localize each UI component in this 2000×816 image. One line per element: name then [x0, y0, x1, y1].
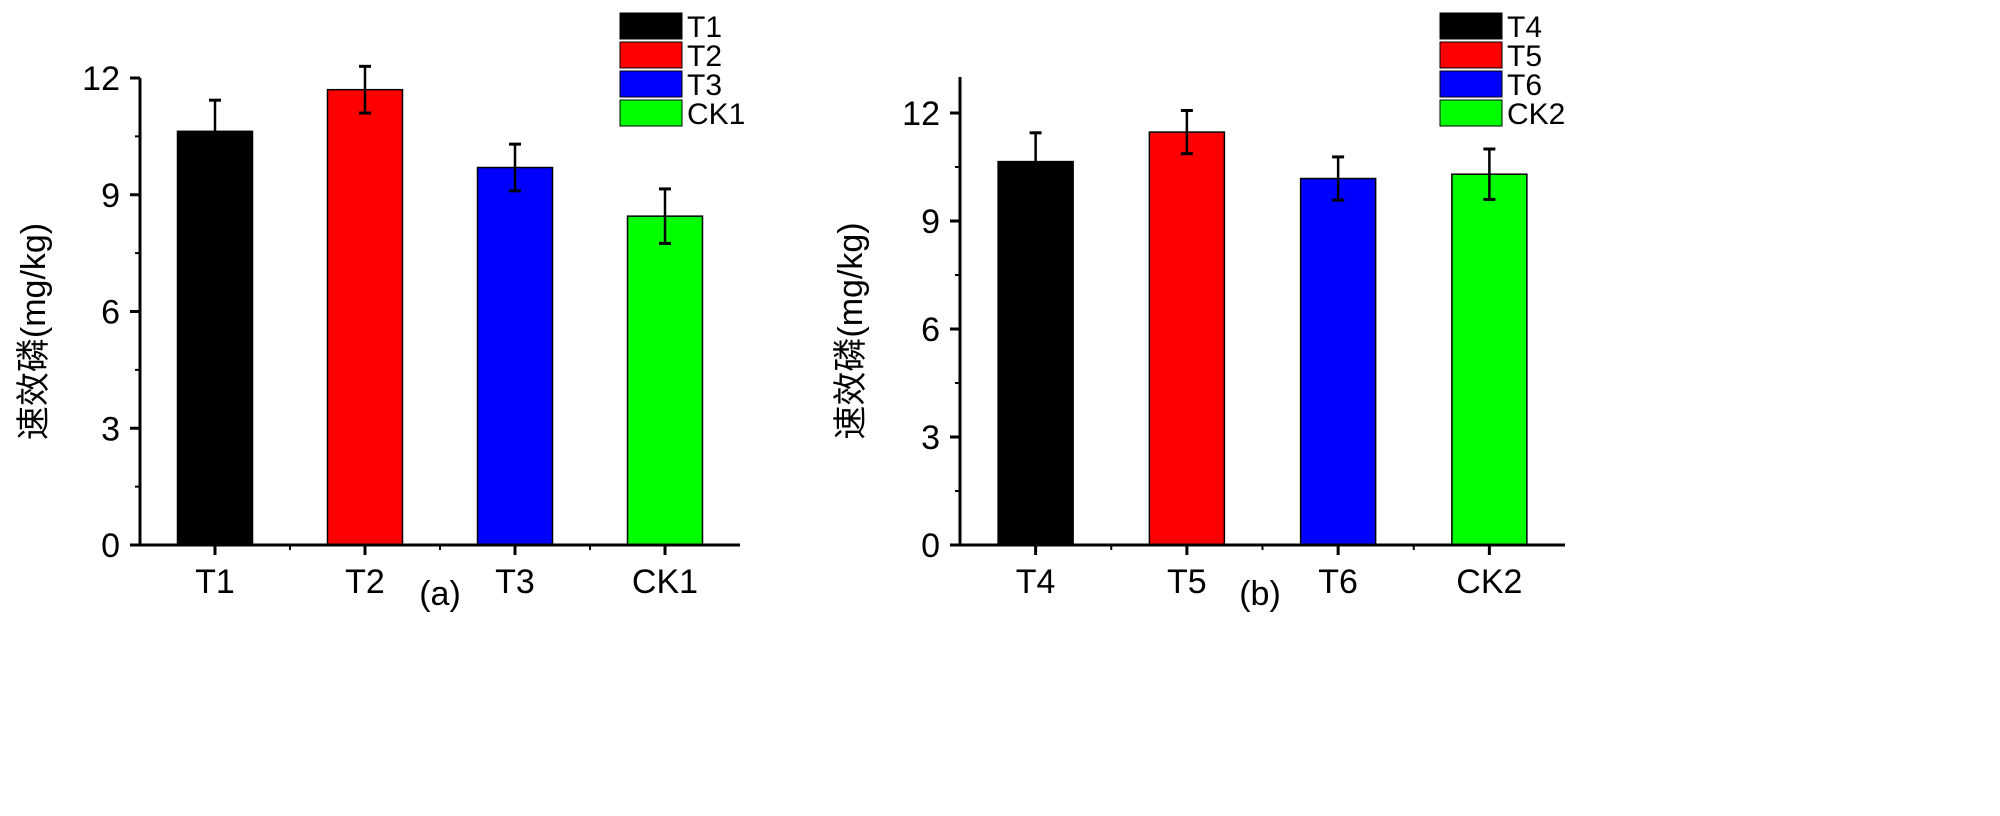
x-tick-label: T3 [495, 563, 535, 601]
legend-swatch-t1 [619, 12, 683, 40]
legend-swatch-t3 [619, 70, 683, 98]
legend-swatch-ck1 [619, 99, 683, 127]
y-tick-label: 3 [921, 419, 940, 457]
x-tick-label: T5 [1167, 563, 1207, 601]
y-tick-label: 6 [921, 311, 940, 349]
legend-label: CK2 [1507, 98, 1565, 131]
bar-t6 [1299, 177, 1377, 546]
legend-label: T6 [1507, 69, 1542, 102]
x-tick-label: T2 [345, 563, 385, 601]
legend-swatch-t4 [1439, 12, 1503, 40]
legend-label: CK1 [687, 98, 745, 131]
legend-swatch-ck2 [1439, 99, 1503, 127]
bar-t3 [476, 166, 554, 546]
y-axis-label: 速效磷(mg/kg) [832, 222, 870, 439]
y-tick-label: 6 [101, 294, 120, 332]
y-tick-label: 12 [902, 95, 940, 133]
legend-swatch-t2 [619, 41, 683, 69]
legend-label: T2 [687, 40, 722, 73]
x-tick-label: T4 [1016, 563, 1056, 601]
bar-t5 [1148, 131, 1226, 546]
legend-swatch-t5 [1439, 41, 1503, 69]
panel-label: (b) [1239, 575, 1281, 613]
x-tick-label: T6 [1318, 563, 1358, 601]
y-axis-label: 速效磷(mg/kg) [15, 223, 53, 440]
legend-label: T5 [1507, 40, 1542, 73]
legend-label: T1 [687, 11, 722, 44]
y-tick-label: 9 [921, 203, 940, 241]
legend-swatch-t6 [1439, 70, 1503, 98]
y-tick-label: 12 [82, 60, 120, 98]
panel-label: (a) [419, 575, 461, 613]
y-tick-label: 3 [101, 410, 120, 448]
legend-label: T4 [1507, 11, 1542, 44]
bar-t4 [997, 160, 1074, 546]
bar-t2 [326, 88, 404, 546]
bar-t1 [176, 130, 254, 546]
y-tick-label: 0 [921, 527, 940, 565]
y-tick-label: 9 [101, 177, 120, 215]
legend-label: T3 [687, 69, 722, 102]
bar-ck1 [626, 215, 704, 546]
x-tick-label: T1 [195, 563, 235, 601]
bar-ck2 [1451, 173, 1528, 546]
y-tick-label: 0 [101, 527, 120, 565]
x-tick-label: CK1 [632, 563, 698, 601]
x-tick-label: CK2 [1456, 563, 1522, 601]
